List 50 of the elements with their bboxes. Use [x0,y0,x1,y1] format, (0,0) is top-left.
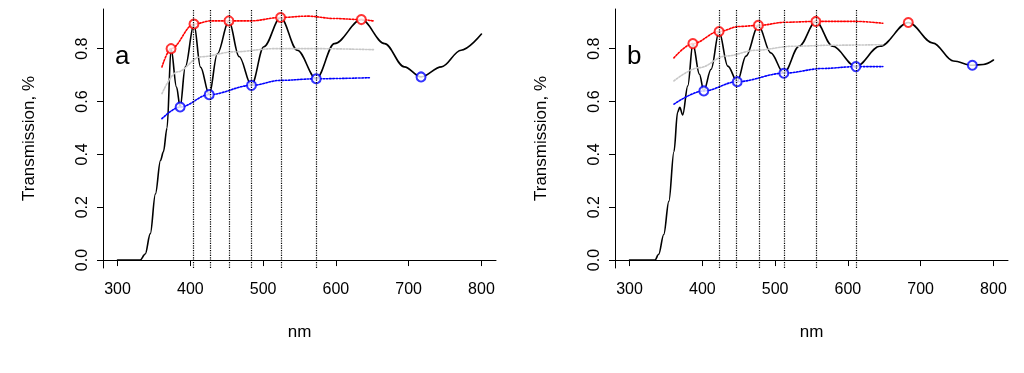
point [355,14,367,26]
point [966,59,978,71]
x-tick-label: 700 [907,279,935,297]
point [174,101,186,113]
y-tick-label: 0.6 [72,90,90,113]
point [850,61,862,73]
point [203,89,215,101]
line-series [161,47,376,95]
x-tick-label: 600 [322,279,350,297]
x-tick-label: 800 [468,279,495,297]
point [810,15,822,27]
y-tick-label: 0.8 [584,37,602,60]
y-tick-label: 0.2 [72,196,90,219]
annotation: b [627,40,642,70]
x-tick-label: 500 [761,279,789,297]
y-tick-label: 0.0 [584,248,602,272]
point [188,18,200,30]
x-axis-title: nm [799,322,824,341]
y-tick-label: 0.8 [72,37,90,60]
point [752,19,764,31]
x-tick-label: 300 [616,279,643,297]
y-axis-title: Transmission, % [531,75,550,202]
point [713,25,725,37]
x-tick-label: 800 [980,279,1007,297]
y-tick-label: 0.6 [584,90,602,113]
x-tick-label: 400 [688,279,716,297]
y-axis-title: Transmission, % [19,75,38,202]
x-tick-label: 600 [834,279,862,297]
annotation: a [115,40,130,70]
x-tick-label: 500 [249,279,277,297]
x-axis-title: nm [287,322,312,341]
point [698,85,710,97]
point [902,16,914,28]
point [778,67,790,79]
point [275,11,287,23]
line-series [673,43,884,82]
y-tick-label: 0.0 [72,248,90,272]
y-tick-label: 0.2 [584,196,602,219]
x-tick-label: 400 [176,279,204,297]
point [310,73,322,85]
point [731,76,743,88]
point [415,71,427,83]
point [687,38,699,50]
y-tick-label: 0.4 [72,143,90,166]
point [165,43,177,55]
point [245,79,257,91]
x-tick-label: 300 [104,279,131,297]
y-tick-label: 0.4 [584,143,602,166]
point [223,15,235,27]
x-tick-label: 700 [395,279,423,297]
